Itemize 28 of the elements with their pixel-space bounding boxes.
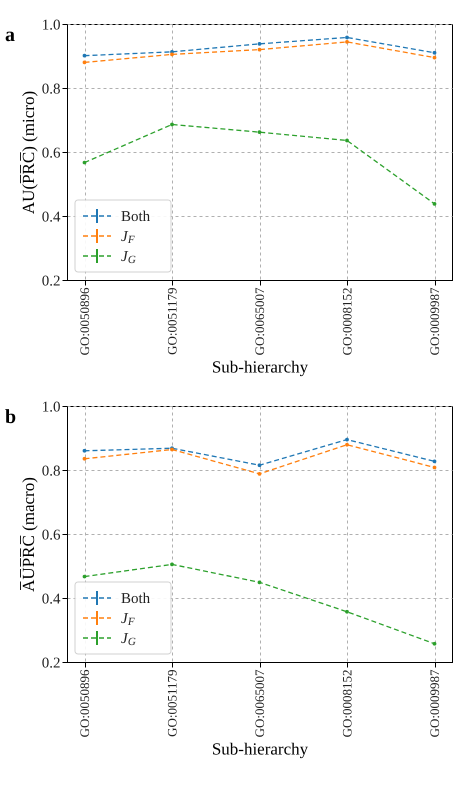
x-tick-label: GO:0065007: [252, 669, 267, 738]
x-axis-title: Sub-hierarchy: [212, 357, 309, 376]
x-tick-label: GO:0051179: [164, 288, 180, 355]
legend-label: Both: [121, 209, 151, 225]
y-tick-label: 0.6: [42, 528, 61, 544]
y-tick-label: 0.4: [42, 210, 61, 226]
x-tick-label: GO:0009987: [427, 669, 442, 738]
y-axis-title: A̅U̅P̅R̅C̅ (macro): [18, 477, 38, 592]
x-tick-label: GO:0065007: [252, 287, 267, 356]
x-tick-label: GO:0008152: [340, 288, 354, 356]
y-tick-label: 0.6: [42, 146, 61, 162]
x-tick-label: GO:0051179: [164, 670, 180, 737]
chart-title: a: [5, 24, 15, 46]
x-tick-label: GO:0050896: [77, 287, 92, 356]
x-tick-label: GO:0050896: [77, 669, 92, 738]
x-axis-title: Sub-hierarchy: [212, 739, 309, 758]
y-tick-label: 1.0: [42, 18, 60, 34]
x-tick-label: GO:0008152: [340, 670, 354, 738]
y-tick-label: 0.2: [42, 656, 60, 672]
y-tick-label: 0.2: [42, 274, 60, 290]
chart-title: b: [5, 406, 16, 428]
legend-label: Both: [121, 591, 151, 607]
y-tick-label: 0.8: [42, 464, 60, 480]
y-tick-label: 0.4: [42, 592, 61, 608]
y-tick-label: 1.0: [42, 400, 60, 416]
y-tick-label: 0.8: [42, 82, 60, 98]
x-tick-label: GO:0009987: [427, 287, 442, 356]
y-axis-title: AU(P̅R̅C̅) (micro): [18, 90, 38, 214]
